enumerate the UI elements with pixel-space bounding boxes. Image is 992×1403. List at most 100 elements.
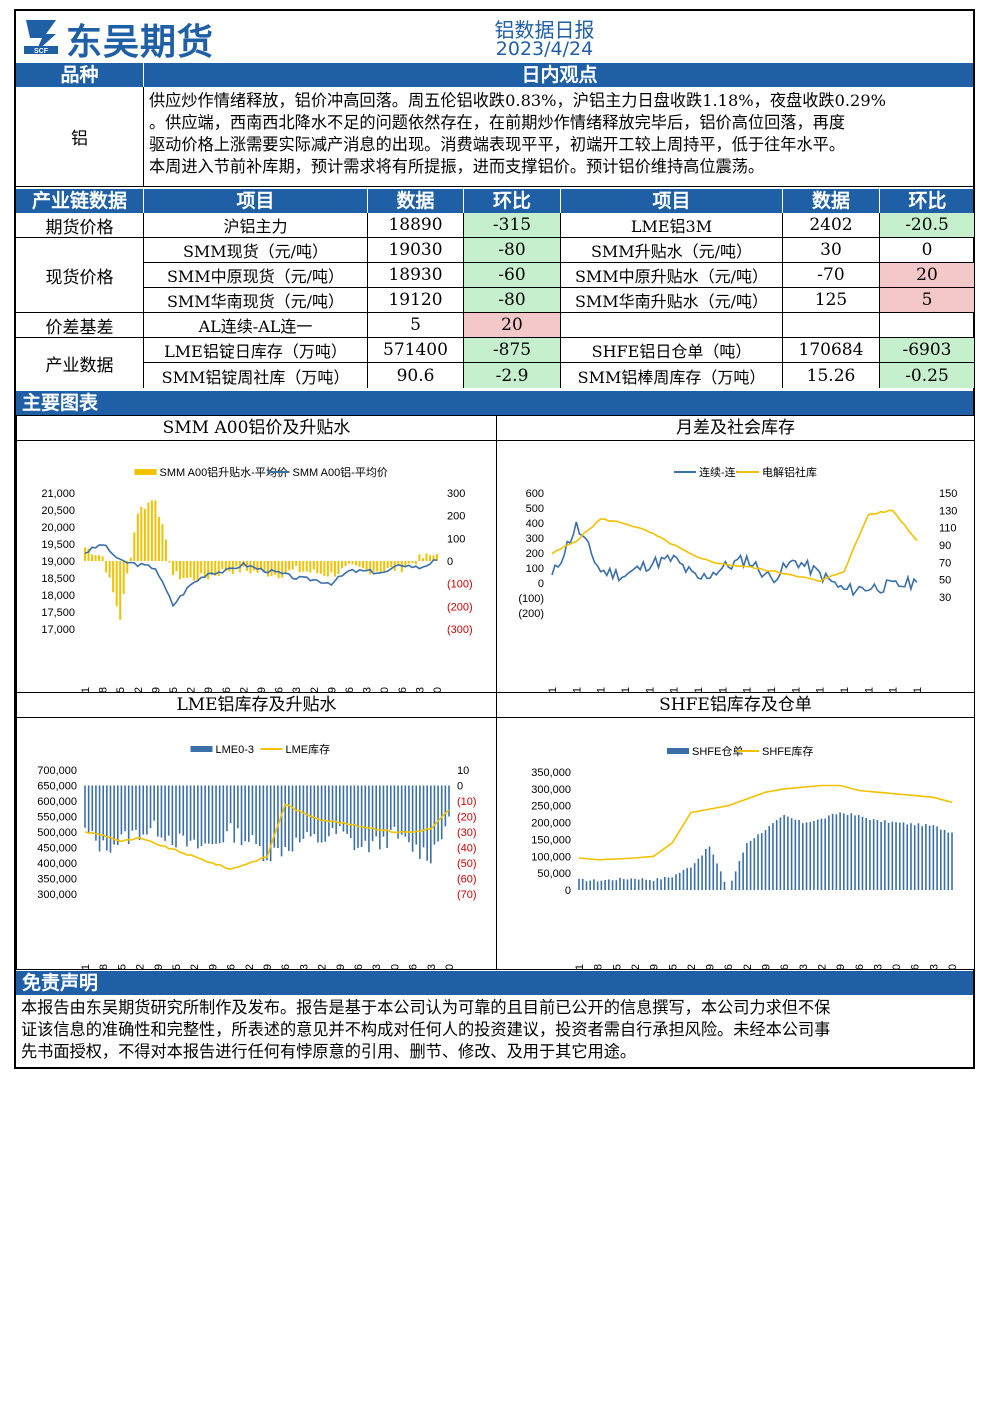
table-cell-chg2: -6903 [880, 338, 975, 363]
premium-bar [263, 561, 266, 572]
receipt-bar [910, 823, 912, 890]
spread-bar [266, 785, 268, 861]
receipt-bar [652, 881, 655, 890]
x-tick-label: 2023-03-30 [389, 964, 401, 969]
receipt-bar [913, 825, 916, 890]
x-tick-label: 2023-02-09 [262, 964, 274, 969]
x-tick-label: 2023-03-01 [888, 687, 900, 692]
premium-bar [252, 561, 255, 571]
chart-title: SMM A00铝价及升贴水 [17, 416, 496, 441]
y2-tick-label: 0 [447, 556, 453, 568]
premium-bar [281, 561, 284, 578]
spread-bar [149, 785, 152, 829]
premium-bar [228, 561, 231, 572]
spread-bar [375, 785, 377, 837]
table-cell-chg2: 20 [880, 263, 975, 288]
receipt-bar [705, 848, 707, 890]
premium-bar [365, 561, 368, 570]
chart-lme: LME铝库存及升贴水 LME0-3 LME库存 700,000 650,000 600,… [16, 692, 497, 970]
spread-bar [422, 785, 425, 848]
receipt-bar [835, 814, 838, 890]
chart-smm-a00-plot: SMM A00铝升贴水-平均价 SMM A00铝-平均价 21,000 20,500 2… [41, 465, 472, 692]
premium-bar [84, 547, 86, 561]
premium-bar [358, 561, 361, 567]
report-title: 铝数据日报 [494, 18, 595, 42]
company-logo-icon: SCF [24, 20, 58, 55]
receipt-bar [895, 822, 897, 890]
premium-bar [193, 561, 196, 581]
premium-bar [379, 561, 382, 573]
premium-bar [295, 561, 298, 566]
chart-title: 月差及社会库存 [497, 416, 974, 441]
spread-bar [106, 785, 108, 851]
chart-spread-stock: 月差及社会库存 连续-连一 电解铝社库 600 500 400 300 200 100 0 (10… [496, 415, 975, 693]
spread-bar [182, 785, 185, 836]
premium-bar [217, 561, 220, 576]
receipt-bar [775, 820, 778, 890]
x-tick-label: 2023-02-02 [742, 964, 754, 969]
x-tick-label: 2023-02-23 [798, 964, 810, 969]
y-tick-label: 100,000 [531, 851, 571, 863]
premium-bar [414, 561, 417, 565]
y-tick-label: 350,000 [531, 767, 571, 779]
premium-bar [94, 555, 97, 561]
table-cell-val1: 19120 [368, 288, 464, 313]
x-tick-label: 2022-12-29 [649, 964, 661, 969]
x-tick-label: 2023-03-30 [379, 687, 391, 692]
x-tick-label: 2023-01-12 [186, 687, 198, 692]
receipt-bar [611, 880, 614, 890]
spread-bar [218, 785, 221, 844]
x-tick-label: 2023-02-09 [761, 964, 773, 969]
x-tick-label: 2022-12-29 [153, 964, 165, 969]
y-tick-label: 400,000 [37, 858, 77, 870]
spread-bar [120, 785, 123, 835]
premium-bar [323, 561, 326, 576]
legend-label: LME库存 [286, 742, 331, 756]
x-tick-label: 2023-02-16 [779, 964, 791, 969]
table-cell-chg2 [880, 313, 975, 338]
spread-bar [288, 785, 290, 851]
chart-smm-a00: SMM A00铝价及升贴水 SMM A00铝升贴水-平均价 SMM A00铝-平均… [16, 415, 497, 693]
table-cell-item1: SMM铝锭周社库（万吨） [144, 363, 368, 388]
y-tick-label: 19,000 [41, 556, 75, 568]
group-futures: 期货价格 [16, 213, 144, 238]
premium-bar [390, 561, 393, 568]
y2-tick-label: (10) [457, 796, 477, 808]
x-tick-label: 2023-03-09 [326, 687, 338, 692]
receipt-bar [880, 821, 882, 890]
y2-tick-label: 300 [447, 488, 465, 500]
spread-bar [415, 785, 418, 845]
y2-tick-label: 90 [939, 540, 951, 552]
receipt-bar [593, 879, 595, 890]
receipt-bar [622, 879, 625, 890]
th-chg1: 环比 [492, 190, 531, 212]
receipt-bar [813, 820, 815, 890]
receipt-bar [764, 830, 767, 890]
receipt-bar [656, 878, 659, 890]
spread-bar [200, 785, 203, 847]
view-header-bar: 品种 日内观点 [16, 63, 973, 87]
spread-bar [255, 785, 257, 844]
premium-bar [362, 561, 365, 569]
receipt-bar [615, 880, 618, 890]
premium-bar [333, 561, 336, 577]
spread-bar [280, 785, 283, 857]
x-tick-label: 2022-12-29 [150, 687, 162, 692]
y-tick-label: 550,000 [37, 812, 77, 824]
receipt-bar [928, 825, 931, 890]
x-tick-label: 2023-03-16 [344, 687, 356, 692]
spread-bar [124, 785, 126, 832]
table-cell-chg2: 5 [880, 288, 975, 313]
x-tick-label: 2022-04-01 [620, 687, 632, 692]
premium-bar [428, 555, 431, 561]
receipt-bar [783, 814, 785, 890]
x-tick-label: 2023-03-09 [835, 964, 847, 969]
receipt-bar [947, 832, 950, 890]
th-item1: 项目 [236, 190, 275, 212]
x-tick-label: 2023-01-26 [723, 964, 735, 969]
premium-bar [175, 561, 178, 572]
y-tick-label: 600 [526, 488, 544, 500]
premium-bar [270, 561, 273, 577]
y2-tick-label: (20) [457, 812, 477, 824]
x-tick-label: 2023-04-13 [928, 964, 940, 969]
